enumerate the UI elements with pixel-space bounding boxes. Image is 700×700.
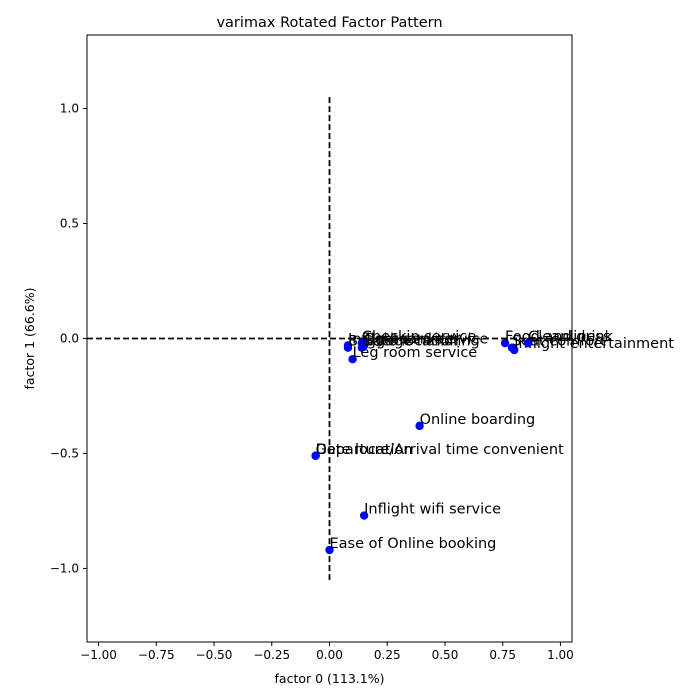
- y-tick-label: 0.0: [60, 332, 79, 346]
- point-label: Food and drink: [505, 329, 614, 345]
- x-tick-label: −0.25: [253, 648, 290, 662]
- point-label: Online boarding: [420, 412, 536, 428]
- scatter-point: [523, 338, 533, 348]
- point-label: Inflight wifi service: [364, 502, 501, 518]
- point-label: Gate location: [316, 442, 413, 458]
- scatter-point: [359, 511, 369, 520]
- scatter-point: [343, 343, 353, 352]
- scatter-point: [325, 545, 334, 555]
- x-tick-label: 0.25: [374, 648, 401, 662]
- point-label: Leg room service: [353, 345, 478, 361]
- x-axis-ticks: −1.00 −0.75 −0.50 −0.25 0.00 0.25 0.50 0.75 1.00: [80, 642, 574, 662]
- x-tick-label: −0.75: [138, 648, 175, 662]
- x-tick-label: 0.00: [316, 648, 343, 662]
- scatter-point: [348, 354, 357, 364]
- scatter-point: [510, 345, 519, 355]
- y-tick-label: −0.5: [50, 446, 79, 460]
- point-label: Gate location: [362, 334, 459, 350]
- point-label: Checkin service: [362, 329, 476, 345]
- y-axis-ticks: −1.0 −0.5 0.0 0.5 1.0: [50, 102, 87, 575]
- y-tick-label: −1.0: [50, 561, 79, 575]
- x-tick-label: 0.75: [489, 648, 516, 662]
- point-label: Baggage handling: [348, 334, 480, 350]
- x-tick-label: −0.50: [196, 648, 233, 662]
- y-axis-label: factor 1 (66.6%): [22, 288, 37, 390]
- x-axis-label: factor 0 (113.1%): [275, 671, 385, 686]
- scatter-point: [311, 451, 320, 460]
- point-label: Inflight entertainment: [514, 336, 674, 352]
- x-tick-label: 0.50: [432, 648, 459, 662]
- scatter-point: [357, 343, 367, 352]
- y-tick-label: 1.0: [60, 102, 79, 116]
- point-label: On-board service: [364, 331, 488, 347]
- x-tick-label: 1.00: [547, 648, 574, 662]
- point-label: Departure/Arrival time convenient: [316, 442, 564, 458]
- point-label: Cleanliness: [528, 329, 610, 345]
- chart-title: varimax Rotated Factor Pattern: [216, 15, 442, 31]
- scatter-point: [500, 338, 510, 348]
- scatter-point: [415, 421, 424, 431]
- point-label: Seat comfort: [512, 334, 606, 350]
- x-tick-label: −1.00: [80, 648, 117, 662]
- y-tick-label: 0.5: [60, 217, 79, 231]
- point-label: Ease of Online booking: [330, 536, 497, 552]
- point-label: Inflight service: [348, 331, 455, 347]
